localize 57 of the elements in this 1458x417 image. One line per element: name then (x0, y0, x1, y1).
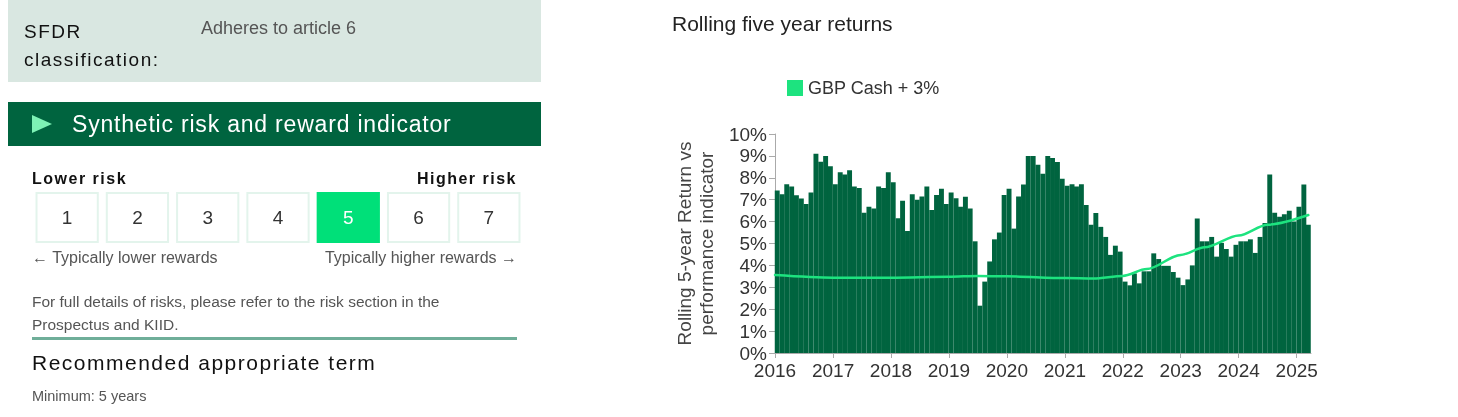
y-tick-label: 2% (739, 298, 768, 320)
text: Recommended appropriate term (32, 351, 377, 375)
y-tick-label: 7% (739, 189, 768, 211)
legend-label: GBP Cash + 3% (808, 78, 940, 98)
bar (856, 188, 862, 353)
x-tick-label: 2025 (1275, 360, 1318, 381)
bar (1141, 271, 1147, 353)
chart-title: Rolling five year returns (672, 12, 893, 35)
bar (866, 206, 872, 353)
line-series (773, 213, 1310, 280)
y-tick-label: 1% (739, 320, 768, 342)
text: ← Typically lower rewards (32, 249, 218, 267)
x-tick-label: 6 (413, 207, 424, 228)
x-tick-label: 2 (132, 207, 143, 228)
y-tick-label: 6% (739, 211, 768, 233)
bar (1151, 253, 1157, 353)
bar (1006, 188, 1012, 353)
text: Minimum: 5 years (32, 388, 147, 404)
x-tick-label: 7 (483, 207, 495, 228)
y-tick-label: 3% (739, 276, 768, 298)
text: Typically higher rewards → (324, 249, 517, 267)
text: Lower risk (32, 170, 128, 188)
chart-title: Synthetic risk and reward indicator (72, 111, 452, 138)
x-tick-label: 2018 (869, 360, 913, 381)
y-axis-title: Rolling 5-year Return vs performance indicator (673, 141, 717, 346)
text: Higher risk (416, 170, 517, 188)
bar (1204, 241, 1210, 353)
bar (784, 184, 790, 353)
x-tick-label: 1 (61, 207, 73, 228)
text: SFDR classification: (24, 20, 161, 72)
x-tick-label: 2019 (927, 360, 971, 381)
x-tick-label: 2020 (985, 360, 1028, 381)
y-tick-label: 4% (739, 254, 768, 276)
bar (774, 190, 780, 353)
x-tick-label: 2017 (811, 360, 855, 381)
x-tick-label: 3 (202, 207, 213, 228)
bar (813, 153, 819, 353)
y-tick-label: 10% (728, 123, 768, 145)
x-tick-label: 4 (272, 207, 284, 228)
x-tick-label: 2021 (1043, 360, 1087, 381)
bar (909, 194, 915, 353)
bar (842, 174, 848, 353)
bar (1093, 213, 1099, 353)
bar (1286, 210, 1292, 353)
x-tick-label: 2024 (1217, 360, 1261, 381)
bar (900, 200, 906, 353)
bar (1233, 244, 1239, 353)
y-tick-label: 9% (739, 145, 768, 167)
x-tick-label: 2022 (1101, 360, 1144, 381)
bar (1194, 218, 1200, 353)
y-tick-label: 5% (739, 233, 768, 254)
x-tick-label: 2023 (1159, 360, 1202, 381)
x-tick-label: 5 (343, 207, 354, 228)
text: Adheres to article 6 (201, 18, 357, 39)
y-tick-label: 8% (739, 167, 768, 189)
bar (1267, 174, 1273, 353)
text: For full details of risks, please refer to the risk section in the Prospectus and KIID. (32, 292, 441, 335)
